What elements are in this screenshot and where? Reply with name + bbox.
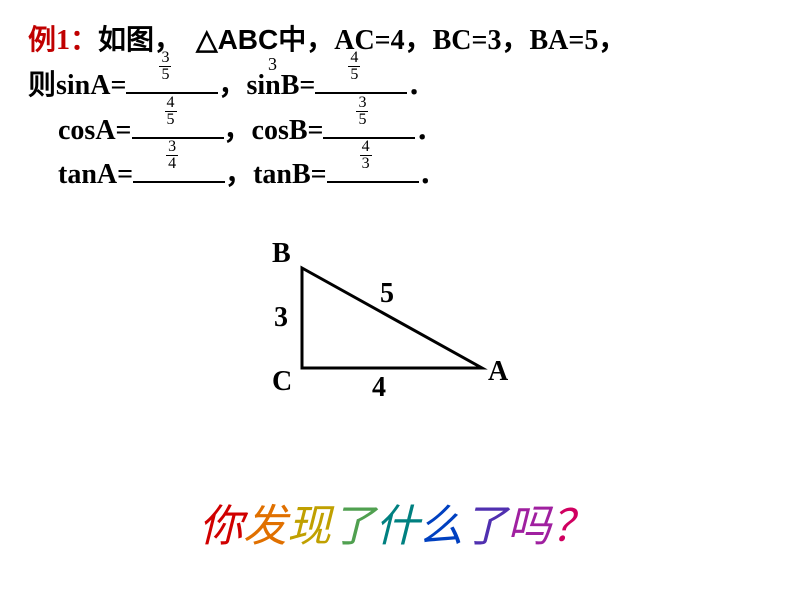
blank-sinA: 35 bbox=[126, 66, 218, 94]
vertex-B: B bbox=[272, 238, 291, 270]
side-ca-label: 4 bbox=[372, 372, 386, 404]
text-sinA: 则sinA= bbox=[28, 70, 126, 101]
text-givens: AC=4，BC=3，BA=5， bbox=[334, 25, 626, 56]
comma-1: ， bbox=[218, 70, 246, 101]
line-4: tanA=34，tanB=43． bbox=[28, 153, 766, 198]
example-label: 例1： bbox=[28, 25, 98, 56]
vertex-A: A bbox=[488, 356, 508, 388]
blank-tanB: 43 bbox=[327, 155, 419, 183]
vertex-C: C bbox=[272, 366, 292, 398]
rainbow-char: 吗 bbox=[507, 490, 551, 554]
rainbow-text: 你发现了什么了吗？ bbox=[0, 490, 794, 554]
side-ab-label: 5 bbox=[380, 278, 394, 310]
line-2: 则sinA=35，sinB=45． bbox=[28, 64, 766, 109]
text-sinB: sinB= bbox=[246, 70, 315, 101]
line-1: 例1：如图，△ABC中，AC=4，BC=3，BA=5， bbox=[28, 18, 766, 64]
text-cosA: cosA= bbox=[58, 115, 132, 146]
blank-sinB: 45 bbox=[315, 66, 407, 94]
period-3: ． bbox=[419, 159, 447, 190]
answer-sinA: 35 bbox=[159, 50, 171, 83]
text-tanB: tanB= bbox=[253, 159, 327, 190]
period-2: ． bbox=[415, 115, 443, 146]
text-cosB: cosB= bbox=[252, 115, 324, 146]
triangle-abc: △ABC中， bbox=[196, 24, 334, 55]
side-bc-label: 3 bbox=[274, 302, 288, 334]
rainbow-char: 发 bbox=[243, 490, 287, 554]
blank-cosA: 45 bbox=[132, 111, 224, 139]
rainbow-char: ？ bbox=[551, 490, 595, 554]
blank-tanA: 34 bbox=[133, 155, 225, 183]
rainbow-char: 了 bbox=[463, 490, 507, 554]
answer-cosB: 35 bbox=[356, 95, 368, 128]
rainbow-char: 现 bbox=[287, 490, 331, 554]
answer-cosA: 45 bbox=[165, 95, 177, 128]
rainbow-char: 么 bbox=[419, 490, 463, 554]
triangle-svg bbox=[272, 238, 532, 438]
rainbow-char: 你 bbox=[199, 490, 243, 554]
answer-sinB: 45 bbox=[348, 50, 360, 83]
text-tanA: tanA= bbox=[58, 159, 133, 190]
blank-cosB: 35 bbox=[323, 111, 415, 139]
period-1: ． bbox=[407, 70, 435, 101]
comma-2: ， bbox=[224, 115, 252, 146]
comma-3: ， bbox=[225, 159, 253, 190]
answer-tanB: 43 bbox=[360, 139, 372, 172]
rainbow-char: 什 bbox=[375, 490, 419, 554]
answer-tanA: 34 bbox=[166, 139, 178, 172]
triangle-diagram: B C A 3 4 5 bbox=[272, 238, 532, 438]
problem-block: 3 例1：如图，△ABC中，AC=4，BC=3，BA=5， 则sinA=35，s… bbox=[28, 18, 766, 198]
line-3: cosA=45，cosB=35． bbox=[28, 109, 766, 154]
rainbow-char: 了 bbox=[331, 490, 375, 554]
